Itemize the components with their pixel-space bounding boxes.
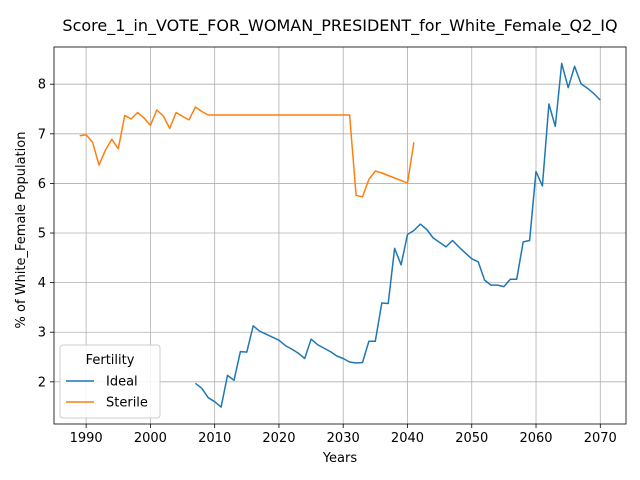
x-axis-label: Years (322, 451, 358, 466)
x-axis: 1990 2000 2010 2020 2030 2040 2050 2060 2070 (70, 424, 617, 446)
chart-title: Score_1_in_VOTE_FOR_WOMAN_PRESIDENT_for_… (62, 16, 617, 36)
legend: Fertility Ideal Sterile (59, 344, 161, 419)
x-tick-label: 2030 (327, 431, 360, 446)
y-tick-label: 4 (38, 276, 46, 291)
y-tick-label: 2 (38, 375, 46, 390)
y-tick-label: 7 (38, 127, 46, 142)
y-tick-label: 3 (38, 326, 46, 341)
y-axis: 2 3 4 5 6 7 8 (38, 78, 54, 390)
x-tick-label: 2060 (519, 431, 552, 446)
x-tick-label: 2020 (262, 431, 295, 446)
y-axis-label: % of White_Female Population (14, 132, 29, 329)
legend-title: Fertility (86, 353, 135, 368)
x-tick-label: 1990 (70, 431, 103, 446)
plot-frame (53, 46, 627, 425)
x-tick-label: 2040 (391, 431, 424, 446)
grid-lines (54, 47, 626, 424)
y-tick-label: 8 (38, 78, 46, 93)
legend-label-ideal: Ideal (106, 375, 138, 390)
x-tick-label: 2070 (584, 431, 617, 446)
x-tick-label: 2000 (134, 431, 167, 446)
y-tick-label: 5 (38, 227, 46, 242)
series-lines (79, 62, 601, 408)
x-tick-label: 2050 (455, 431, 488, 446)
legend-box (59, 344, 161, 419)
series-line-sterile (79, 106, 415, 198)
legend-label-sterile: Sterile (106, 396, 148, 411)
series-line-ideal (194, 62, 601, 408)
x-tick-label: 2010 (198, 431, 231, 446)
y-tick-label: 6 (38, 177, 46, 192)
